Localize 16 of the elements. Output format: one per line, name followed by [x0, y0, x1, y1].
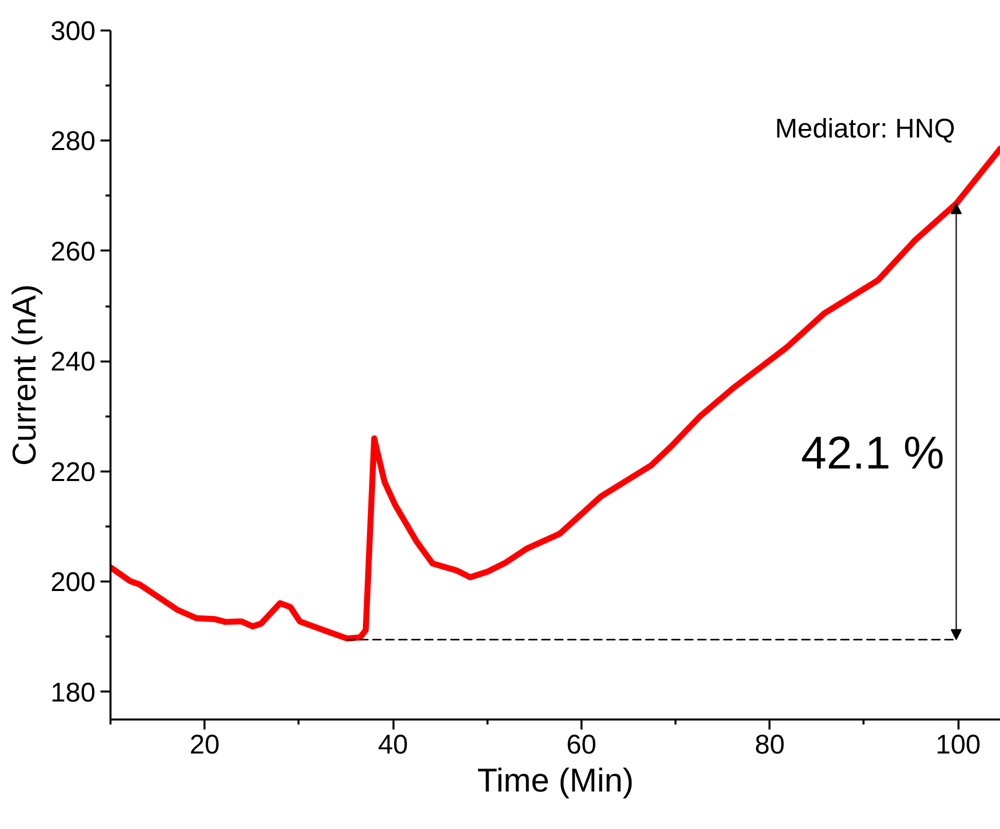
x-tick-label: 100 — [936, 730, 981, 760]
y-tick-label: 300 — [50, 16, 96, 46]
y-axis-title: Current (nA) — [5, 284, 42, 466]
y-tick-label: 220 — [50, 456, 96, 487]
y-tick-label: 180 — [50, 677, 96, 708]
x-tick-label: 60 — [566, 730, 596, 760]
x-tick-label: 20 — [190, 730, 220, 760]
y-tick-label: 280 — [50, 126, 96, 156]
x-tick-label: 80 — [754, 730, 785, 760]
y-tick-label: 260 — [50, 236, 96, 266]
x-axis-title: Time (Min) — [477, 762, 634, 798]
y-tick-label: 240 — [50, 346, 96, 377]
annotation: 42.1 % — [801, 426, 944, 479]
annotation: Mediator: HNQ — [775, 113, 956, 144]
x-tick-label: 40 — [378, 730, 408, 760]
y-tick-label: 200 — [50, 567, 96, 598]
